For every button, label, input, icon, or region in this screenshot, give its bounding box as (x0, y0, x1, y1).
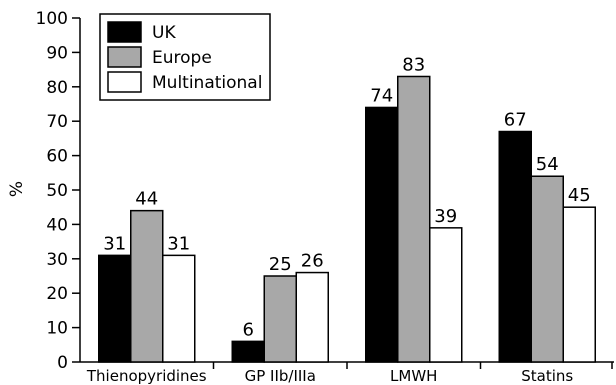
data-label: 6 (243, 319, 254, 340)
y-tick-label: 100 (36, 9, 68, 29)
y-tick-label: 60 (46, 147, 68, 167)
bar-multinational-0 (162, 254, 196, 363)
legend: UK Europe Multinational (99, 13, 271, 101)
y-tick-label: 10 (46, 319, 68, 339)
data-labels: 31 44 31 6 25 26 74 83 39 67 54 45 (103, 54, 590, 340)
bar-uk-1 (231, 340, 265, 363)
bar-uk-3 (498, 130, 532, 363)
x-tick-label: LMWH (390, 367, 437, 385)
legend-swatch (107, 71, 142, 93)
data-label: 25 (269, 254, 292, 275)
y-tick-label: 70 (46, 112, 68, 132)
y-tick-label: 30 (46, 250, 68, 270)
data-label: 31 (167, 233, 190, 254)
data-label: 26 (301, 251, 324, 272)
y-tick-label: 0 (57, 353, 68, 373)
data-label: 39 (434, 206, 457, 227)
y-tick-label: 80 (46, 78, 68, 98)
legend-label: UK (152, 23, 176, 43)
legend-label: Europe (152, 48, 212, 68)
bar-multinational-2 (429, 227, 463, 363)
bar-multinational-3 (562, 206, 596, 363)
x-tick-label: Statins (521, 367, 573, 385)
bar-europe-0 (130, 209, 164, 363)
data-label: 67 (504, 110, 527, 131)
y-tick-label: 20 (46, 284, 68, 304)
data-label: 31 (103, 233, 126, 254)
y-axis-title: % (7, 181, 27, 197)
data-label: 74 (370, 85, 393, 106)
data-label: 45 (568, 185, 591, 206)
y-tick-label: 50 (46, 181, 68, 201)
legend-swatch (107, 46, 142, 68)
bar-europe-1 (263, 275, 297, 363)
bar-multinational-1 (295, 271, 329, 363)
y-tick-label: 40 (46, 215, 68, 235)
y-tick-label: 90 (46, 43, 68, 63)
x-tick-label: Thienopyridines (86, 367, 207, 385)
axes: 0 10 20 30 40 50 60 70 80 90 100 Thienopyridines GP … (36, 9, 614, 385)
bar-uk-2 (365, 106, 399, 363)
data-label: 83 (402, 54, 425, 75)
bar-uk-0 (98, 254, 132, 363)
bars (98, 75, 596, 363)
x-tick-label: GP IIb/IIIa (245, 367, 316, 385)
legend-label: Multinational (152, 73, 262, 93)
data-label: 44 (135, 189, 158, 210)
data-label: 54 (536, 154, 559, 175)
bar-europe-2 (397, 75, 431, 363)
bar-europe-3 (530, 175, 564, 363)
legend-swatch (107, 21, 142, 43)
